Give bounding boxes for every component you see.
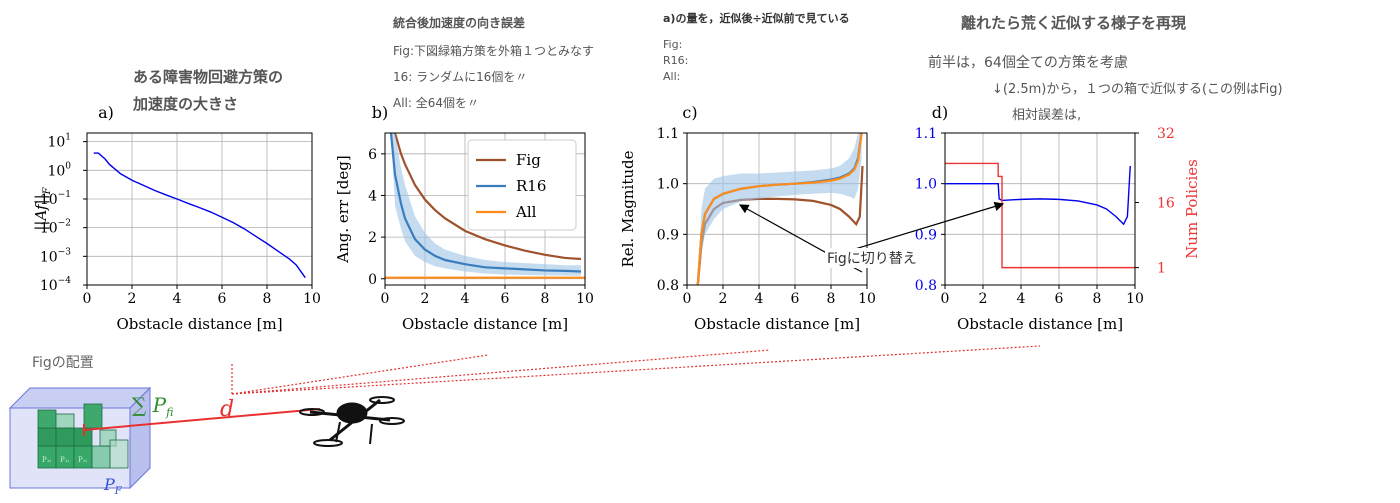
x-tick-label: 4 [461,291,470,307]
fig-switch-label: Figに切り替え [825,248,919,268]
panel-label: d) [932,103,948,122]
x-tick-label: 2 [421,291,430,307]
x-tick-label: 4 [755,291,764,307]
axes-frame [86,132,313,286]
title-b: 統合後加速度の向き誤差 [393,16,526,30]
legend-label-all: All [515,203,537,221]
y-tick-label: 10−3 [40,247,71,265]
x-axis-label: Obstacle distance [m] [694,315,860,333]
y-tick-label: 1.0 [657,177,679,193]
axes-frame [944,132,1136,286]
y-tick-label: 0.8 [915,278,937,294]
panel-label: a) [98,103,114,122]
note-b1: Fig:下図緑箱方策を外箱１つとみなす [393,44,595,58]
y-right-tick-label: 32 [1157,126,1175,142]
y-tick-label: 1.1 [657,126,679,142]
y-tick-label: 0.9 [657,227,679,243]
panel-label: c) [682,103,697,122]
note-d1: 前半は，64個全ての方策を考慮 [928,55,1128,71]
switch-arrow-c [738,204,833,257]
legend-box [467,139,577,231]
title-a2: 加速度の大きさ [133,95,239,113]
line-r16 [389,133,582,273]
x-tick-label: 6 [791,291,800,307]
note-b3: All: 全64個を〃 [393,96,480,110]
x-tick-label: 0 [381,291,390,307]
title-c: a)の量を，近似後÷近似前で見ている [663,12,850,25]
x-tick-label: 0 [83,291,92,307]
x-tick-label: 4 [1017,291,1026,307]
y-right-tick-label: 16 [1157,195,1175,211]
panel-c: 0 2 4 6 8 10 0.8 0.9 1.0 1.1 Obstacle distance [m]… [619,103,876,333]
y-axis-label: Rel. Magnitude [619,150,637,267]
y-tick-label: 100 [47,161,71,179]
note-c2: R16: [663,54,689,67]
legend-label-r16: R16 [516,177,546,195]
axes-frame [384,132,586,286]
x-axis-label: Obstacle distance [m] [402,315,568,333]
x-tick-label: 6 [218,291,227,307]
x-tick-label: 8 [541,291,550,307]
note-c3: All: [663,70,681,83]
plot-area [696,133,864,285]
y-tick-label: 2 [368,230,377,246]
y-tick-label: 6 [368,147,377,163]
x-tick-label: 10 [858,291,876,307]
note-d2: ↓(2.5m)から，１つの箱で近似する(この例はFig) [992,82,1283,97]
note-b2: 16: ランダムに16個を〃 [393,70,528,84]
title-d: 離れたら荒く近似する様子を再現 [961,14,1187,32]
x-tick-label: 6 [1055,291,1064,307]
panel-label: b) [372,103,388,122]
y-tick-label: 10−4 [40,276,71,294]
line-series0 [93,152,306,279]
fig-layout-label: Figの配置 [32,355,94,371]
x-tick-label: 8 [263,291,272,307]
x-tick-label: 6 [501,291,510,307]
plot-area [385,133,585,279]
y-axis-label: Ang. err [deg] [334,155,352,263]
x-tick-label: 2 [979,291,988,307]
x-tick-label: 10 [303,291,321,307]
y-tick-label: 0.9 [915,227,937,243]
legend: Fig R16 All [467,139,577,231]
y-tick-label: 1.0 [915,177,937,193]
y-tick-label: 0 [368,272,377,288]
x-axis-label: Obstacle distance [m] [116,315,282,333]
x-tick-label: 8 [827,291,836,307]
axes-frame [686,132,868,286]
panel-b: 0 2 4 6 8 10 0 2 4 6 Obstacle distance [m] Ang. err… [334,103,594,333]
x-tick-label: 10 [1126,291,1144,307]
line-all [696,133,863,285]
x-tick-label: 0 [683,291,692,307]
line-fig [393,133,582,261]
line-series0 [945,165,1131,226]
y-tick-label: 1.1 [915,126,937,142]
x-axis-label: Obstacle distance [m] [957,315,1123,333]
x-tick-label: 0 [941,291,950,307]
x-tick-label: 10 [576,291,594,307]
title-a: ある障害物回避方策の [133,68,284,86]
plot-area [93,152,306,279]
switch-arrow-d [831,201,1005,257]
x-tick-label: 2 [128,291,137,307]
y-axis-label: ||Af||F [32,186,53,230]
x-tick-label: 4 [173,291,182,307]
y-tick-label: 0.8 [657,278,679,294]
x-tick-label: 2 [719,291,728,307]
y-tick-label: 4 [368,188,377,204]
band-r16 [697,133,862,285]
note-d3: 相対誤差は, [1012,108,1082,123]
line-num-policies [945,162,1135,269]
plot-area [945,162,1135,269]
legend-label-fig: Fig [516,151,541,169]
x-tick-label: 8 [1093,291,1102,307]
y-tick-label: 101 [47,133,71,151]
panel-d: 0 2 4 6 8 10 0.8 0.9 1.0 1.1 Obstacle distance [m]… [915,103,1201,333]
y-right-axis-label: Num Policies [1183,159,1201,259]
note-c1: Fig: [663,38,683,51]
y-right-tick-label: 1 [1157,261,1166,277]
